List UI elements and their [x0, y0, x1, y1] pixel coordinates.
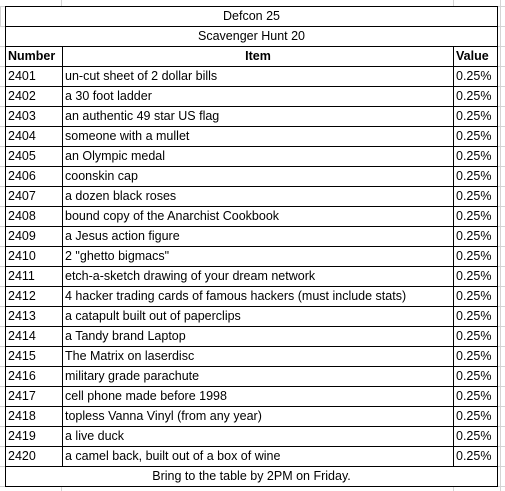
row-value-cell[interactable]: 0.25%	[452, 286, 499, 307]
table-row: 2420 a camel back, built out of a box of …	[5, 446, 499, 467]
row-number-cell[interactable]: 2413	[5, 306, 63, 327]
row-value-cell[interactable]: 0.25%	[452, 386, 499, 407]
row-value-cell[interactable]: 0.25%	[452, 186, 499, 207]
table-row: 2417 cell phone made before 1998 0.25%	[5, 386, 499, 407]
table-row: 2415 The Matrix on laserdisc 0.25%	[5, 346, 499, 367]
row-number-cell[interactable]: 2404	[5, 126, 63, 147]
table-row: 2416 military grade parachute 0.25%	[5, 366, 499, 387]
row-value-cell[interactable]: 0.25%	[452, 246, 499, 267]
row-number-cell[interactable]: 2419	[5, 426, 63, 447]
table-row: 2410 2 "ghetto bigmacs" 0.25%	[5, 246, 499, 267]
row-item-cell[interactable]: a camel back, built out of a box of wine	[62, 446, 454, 467]
row-number-cell[interactable]: 2414	[5, 326, 63, 347]
row-number-cell[interactable]: 2402	[5, 86, 63, 107]
event-title[interactable]: Defcon 25	[4, 6, 499, 27]
row-number-cell[interactable]: 2420	[5, 446, 63, 467]
row-item-cell[interactable]: an Olympic medal	[62, 146, 454, 167]
footer-row: Bring to the table by 2PM on Friday.	[4, 466, 499, 487]
row-item-cell[interactable]: un-cut sheet of 2 dollar bills	[62, 66, 454, 87]
row-item-cell[interactable]: a live duck	[62, 426, 454, 447]
row-value-cell[interactable]: 0.25%	[452, 226, 499, 247]
table-row: 2408 bound copy of the Anarchist Cookbook…	[5, 206, 499, 227]
column-header-row: Number Item Value	[5, 46, 499, 67]
row-value-cell[interactable]: 0.25%	[452, 106, 499, 127]
row-value-cell[interactable]: 0.25%	[452, 446, 499, 467]
table-row: 2413 a catapult built out of paperclips 0.…	[5, 306, 499, 327]
row-number-cell[interactable]: 2406	[5, 166, 63, 187]
row-number-cell[interactable]: 2416	[5, 366, 63, 387]
hunt-title-row: Scavenger Hunt 20	[4, 26, 499, 47]
row-value-cell[interactable]: 0.25%	[452, 406, 499, 427]
row-item-cell[interactable]: The Matrix on laserdisc	[62, 346, 454, 367]
row-item-cell[interactable]: cell phone made before 1998	[62, 386, 454, 407]
row-item-cell[interactable]: 4 hacker trading cards of famous hackers…	[62, 286, 454, 307]
row-number-cell[interactable]: 2407	[5, 186, 63, 207]
row-value-cell[interactable]: 0.25%	[452, 266, 499, 287]
row-value-cell[interactable]: 0.25%	[452, 146, 499, 167]
row-number-cell[interactable]: 2410	[5, 246, 63, 267]
row-item-cell[interactable]: 2 "ghetto bigmacs"	[62, 246, 454, 267]
row-number-cell[interactable]: 2403	[5, 106, 63, 127]
row-number-cell[interactable]: 2409	[5, 226, 63, 247]
table-row: 2404 someone with a mullet 0.25%	[5, 126, 499, 147]
row-value-cell[interactable]: 0.25%	[452, 206, 499, 227]
item-column-header[interactable]: Item	[62, 46, 454, 67]
table-body: 2401 un-cut sheet of 2 dollar bills 0.25% 2…	[5, 66, 499, 467]
row-item-cell[interactable]: an authentic 49 star US flag	[62, 106, 454, 127]
table-row: 2401 un-cut sheet of 2 dollar bills 0.25%	[5, 66, 499, 87]
value-column-header[interactable]: Value	[452, 46, 499, 67]
table-row: 2419 a live duck 0.25%	[5, 426, 499, 447]
row-item-cell[interactable]: a 30 foot ladder	[62, 86, 454, 107]
row-number-cell[interactable]: 2405	[5, 146, 63, 167]
row-item-cell[interactable]: someone with a mullet	[62, 126, 454, 147]
row-number-cell[interactable]: 2412	[5, 286, 63, 307]
row-value-cell[interactable]: 0.25%	[452, 366, 499, 387]
table-row: 2405 an Olympic medal 0.25%	[5, 146, 499, 167]
row-value-cell[interactable]: 0.25%	[452, 346, 499, 367]
row-value-cell[interactable]: 0.25%	[452, 66, 499, 87]
row-item-cell[interactable]: a Tandy brand Laptop	[62, 326, 454, 347]
row-item-cell[interactable]: bound copy of the Anarchist Cookbook	[62, 206, 454, 227]
row-number-cell[interactable]: 2418	[5, 406, 63, 427]
row-value-cell[interactable]: 0.25%	[452, 326, 499, 347]
row-item-cell[interactable]: etch-a-sketch drawing of your dream netw…	[62, 266, 454, 287]
table-row: 2412 4 hacker trading cards of famous hac…	[5, 286, 499, 307]
table-row: 2411 etch-a-sketch drawing of your dream …	[5, 266, 499, 287]
table-row: 2418 topless Vanna Vinyl (from any year) 0…	[5, 406, 499, 427]
table-row: 2409 a Jesus action figure 0.25%	[5, 226, 499, 247]
row-item-cell[interactable]: topless Vanna Vinyl (from any year)	[62, 406, 454, 427]
number-column-header[interactable]: Number	[5, 46, 63, 67]
row-number-cell[interactable]: 2401	[5, 66, 63, 87]
row-value-cell[interactable]: 0.25%	[452, 426, 499, 447]
row-item-cell[interactable]: coonskin cap	[62, 166, 454, 187]
table-row: 2414 a Tandy brand Laptop 0.25%	[5, 326, 499, 347]
row-value-cell[interactable]: 0.25%	[452, 166, 499, 187]
row-item-cell[interactable]: a dozen black roses	[62, 186, 454, 207]
event-row: Defcon 25	[4, 6, 499, 27]
table-row: 2402 a 30 foot ladder 0.25%	[5, 86, 499, 107]
table-row: 2407 a dozen black roses 0.25%	[5, 186, 499, 207]
hunt-title[interactable]: Scavenger Hunt 20	[4, 26, 499, 47]
table-row: 2403 an authentic 49 star US flag 0.25%	[5, 106, 499, 127]
row-number-cell[interactable]: 2417	[5, 386, 63, 407]
row-number-cell[interactable]: 2415	[5, 346, 63, 367]
scavenger-hunt-table: Defcon 25 Scavenger Hunt 20 Number Item …	[4, 6, 499, 487]
row-item-cell[interactable]: a catapult built out of paperclips	[62, 306, 454, 327]
row-number-cell[interactable]: 2411	[5, 266, 63, 287]
row-item-cell[interactable]: a Jesus action figure	[62, 226, 454, 247]
gridline	[500, 0, 501, 491]
row-item-cell[interactable]: military grade parachute	[62, 366, 454, 387]
row-value-cell[interactable]: 0.25%	[452, 126, 499, 147]
row-number-cell[interactable]: 2408	[5, 206, 63, 227]
footer-note[interactable]: Bring to the table by 2PM on Friday.	[4, 466, 499, 487]
table-row: 2406 coonskin cap 0.25%	[5, 166, 499, 187]
row-value-cell[interactable]: 0.25%	[452, 306, 499, 327]
row-value-cell[interactable]: 0.25%	[452, 86, 499, 107]
